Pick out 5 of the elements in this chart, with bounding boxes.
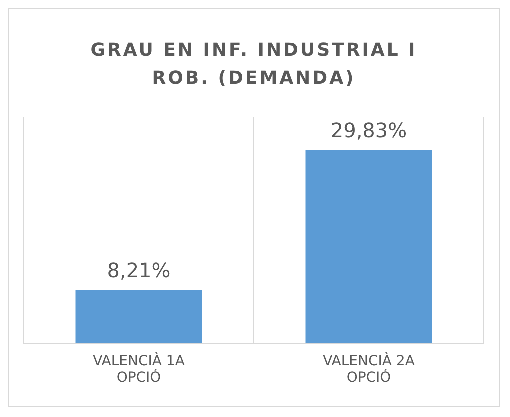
data-label: 8,21% bbox=[107, 258, 171, 282]
chart-title: GRAU EN INF. INDUSTRIAL I ROB. (DEMANDA) bbox=[90, 39, 418, 91]
x-tick-label: VALENCIÀ 1A OPCIÓ bbox=[93, 352, 186, 386]
x-tick-label: VALENCIÀ 2A OPCIÓ bbox=[323, 352, 416, 386]
data-label: 29,83% bbox=[330, 118, 408, 143]
